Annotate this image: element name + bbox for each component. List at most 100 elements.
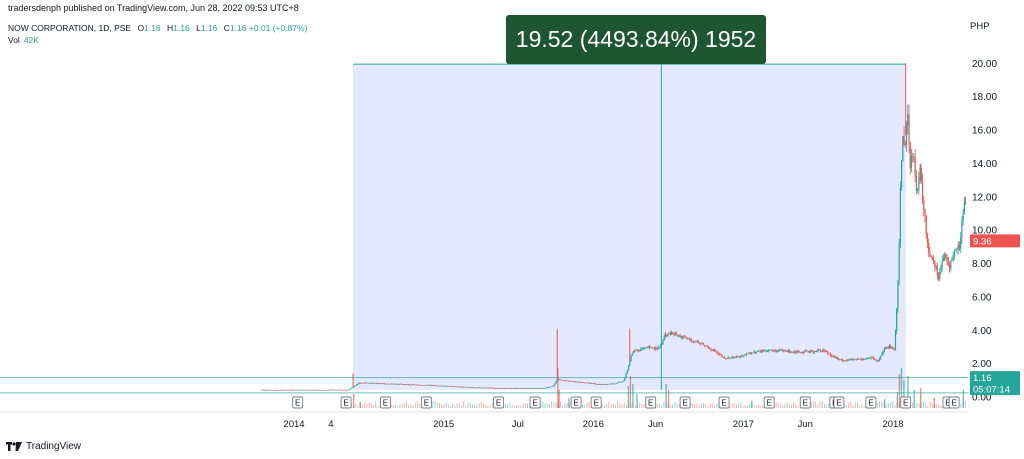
volume-bar — [487, 405, 489, 408]
volume-bar — [889, 403, 891, 408]
candle-body — [801, 351, 803, 353]
candle-body — [539, 388, 541, 389]
candle-body — [690, 338, 692, 341]
candle-body — [380, 383, 382, 385]
candle-body — [271, 389, 273, 391]
price-tag-countdown: 05:07:14 — [973, 385, 1010, 396]
candle-body — [785, 350, 787, 352]
candle-body — [491, 387, 493, 389]
candle-body — [807, 350, 809, 352]
candle-body — [734, 356, 737, 358]
earnings-marker: E — [292, 396, 304, 409]
candle-body — [715, 351, 717, 352]
candle-body — [613, 383, 615, 385]
volume-bar — [370, 403, 372, 408]
ohlc-low-label: L — [196, 23, 201, 33]
volume-bar — [788, 404, 790, 408]
candle-body — [487, 387, 489, 389]
candle-body — [669, 332, 671, 335]
candle-body — [671, 332, 673, 335]
volume-bar — [447, 404, 449, 408]
volume-bar — [372, 405, 374, 408]
volume-bar — [441, 404, 443, 408]
candle-body — [640, 348, 642, 351]
earnings-marker-letter: E — [868, 399, 873, 408]
candle-body — [262, 389, 264, 391]
candle-body — [353, 386, 355, 388]
candle-body — [298, 389, 300, 391]
volume-bar — [711, 402, 713, 408]
candle-body — [463, 386, 465, 388]
volume-bar — [887, 403, 889, 408]
candle-body — [742, 355, 744, 357]
candle-body — [598, 384, 600, 385]
candle-body — [705, 345, 707, 347]
candle-body — [471, 387, 473, 389]
candle-body — [739, 355, 742, 358]
volume-bar — [584, 404, 586, 408]
earnings-marker: E — [590, 396, 602, 409]
candle-body — [450, 386, 453, 387]
candle-body — [743, 354, 745, 356]
candle-body — [405, 384, 407, 385]
volume-bar — [546, 402, 548, 408]
candle-body — [651, 347, 653, 349]
candle-body — [930, 255, 932, 257]
candle-body — [925, 216, 927, 235]
volume-bar — [368, 402, 370, 408]
candle-body — [465, 386, 467, 388]
candle-body — [331, 389, 333, 391]
candle-body — [426, 385, 428, 386]
candle-body — [541, 388, 544, 389]
candle-body — [784, 350, 786, 352]
earnings-marker: E — [493, 396, 505, 409]
candle-body — [771, 349, 774, 351]
candle-body — [898, 242, 900, 281]
candle-body — [747, 352, 749, 354]
y-tick-label: 20.00 — [972, 59, 997, 70]
candle-body — [313, 389, 315, 391]
candle-body — [570, 381, 572, 382]
candle-body — [325, 390, 327, 391]
candle-body — [527, 388, 529, 389]
earnings-marker-box — [948, 396, 960, 409]
candle-body — [401, 383, 403, 385]
candle-body — [358, 382, 360, 384]
volume-bar — [938, 404, 940, 408]
candle-body — [918, 176, 920, 190]
candle-body — [536, 388, 539, 389]
candle-body — [667, 333, 669, 337]
candle-body — [283, 389, 285, 391]
volume-legend: Vol 42K — [8, 35, 39, 45]
candle-body — [485, 387, 487, 389]
candle-body — [755, 351, 758, 353]
candle-body — [418, 384, 421, 386]
candle-body — [492, 387, 494, 389]
candle-body — [506, 388, 508, 389]
candle-body — [791, 351, 793, 353]
candle-body — [859, 358, 861, 360]
volume-bar — [612, 404, 614, 408]
candle-body — [357, 383, 359, 385]
candle-body — [381, 383, 384, 385]
candle-body — [830, 355, 833, 357]
tradingview-logo[interactable]: TradingView — [6, 441, 81, 452]
volume-bar — [859, 405, 861, 408]
candle-body — [944, 254, 946, 259]
candle-body — [452, 386, 454, 387]
candle-body — [432, 385, 434, 386]
candle-body — [957, 244, 959, 250]
candle-body — [356, 384, 358, 386]
volume-bar — [443, 404, 445, 408]
volume-bar — [661, 405, 663, 408]
candle-body — [951, 257, 953, 262]
candle-body — [519, 388, 521, 389]
volume-bar — [588, 401, 590, 408]
publisher-caption: tradersdenph published on TradingView.co… — [8, 3, 299, 13]
earnings-marker: E — [763, 396, 775, 409]
volume-bar — [746, 405, 748, 408]
candle-body — [399, 383, 401, 385]
candle-body — [379, 383, 381, 384]
ohlc-open-value: 1.16 — [144, 23, 161, 33]
